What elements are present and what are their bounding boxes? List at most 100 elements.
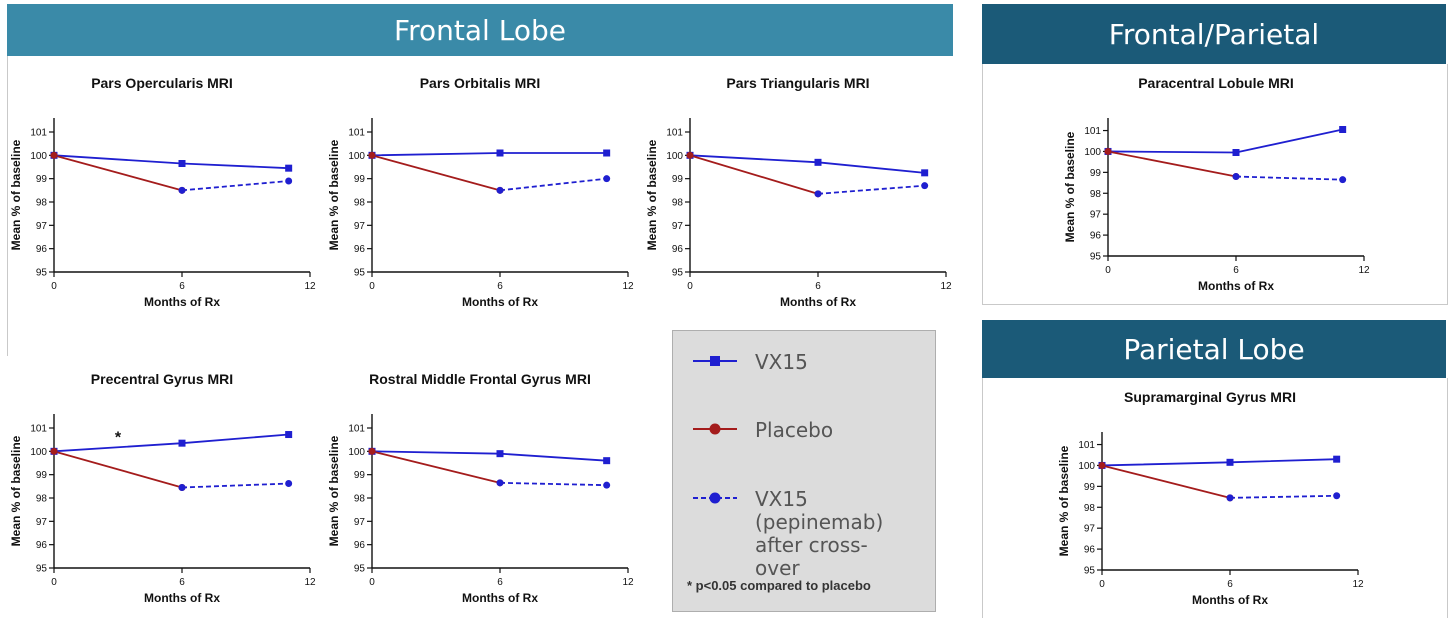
chart-3-ylabel: Mean % of baseline bbox=[9, 435, 23, 546]
chart-1-series-crossover-line bbox=[499, 177, 607, 192]
chart-6-series-vx15-point-2 bbox=[1333, 455, 1341, 463]
chart-1-series-vx15-point-2 bbox=[603, 149, 611, 157]
chart-0-ytick-label-96: 96 bbox=[36, 244, 48, 255]
chart-4-xlabel: Months of Rx bbox=[462, 591, 538, 605]
chart-6-ytick-label-98: 98 bbox=[1084, 503, 1096, 514]
chart-1-series-vx15-point-1 bbox=[496, 149, 504, 157]
chart-3-series-placebo-line bbox=[53, 450, 183, 489]
chart-0-series-crossover-point-1 bbox=[285, 177, 293, 185]
chart-1-series-placebo-line bbox=[371, 154, 501, 192]
chart-5-series-crossover-line bbox=[1235, 175, 1343, 181]
chart-supramarginal-gyrus: Supramarginal Gyrus MRI 95 96 97 98 99 100 101 0… bbox=[1057, 389, 1364, 607]
chart-0-series-vx15-point-1 bbox=[178, 160, 186, 167]
chart-4-series-placebo-line bbox=[371, 450, 501, 484]
chart-0-ytick-label-101: 101 bbox=[30, 128, 47, 139]
chart-2-ytick-label-97: 97 bbox=[672, 221, 684, 232]
chart-2-series-crossover-point-0 bbox=[814, 190, 822, 198]
chart-4-series-crossover-line bbox=[499, 481, 607, 487]
chart-1-ytick-label-98: 98 bbox=[354, 198, 366, 209]
chart-2-ytick-label-98: 98 bbox=[672, 198, 684, 209]
chart-2-title: Pars Triangularis MRI bbox=[726, 75, 869, 91]
chart-3-series-vx15-point-2 bbox=[285, 431, 293, 439]
chart-3-xtick-label-12: 12 bbox=[304, 577, 316, 588]
chart-2-xlabel: Months of Rx bbox=[780, 295, 856, 309]
chart-3-series-vx15-line bbox=[53, 433, 289, 453]
chart-6-series-crossover-line bbox=[1229, 494, 1337, 499]
chart-1-xlabel: Months of Rx bbox=[462, 295, 538, 309]
chart-3-series-placebo-point-0 bbox=[50, 447, 58, 455]
chart-3-ytick-label-97: 97 bbox=[36, 517, 48, 528]
chart-3-title: Precentral Gyrus MRI bbox=[91, 371, 233, 387]
chart-0-series-placebo-line bbox=[53, 154, 183, 192]
chart-2-series-placebo-point-0 bbox=[686, 151, 694, 159]
chart-5-series-placebo-line bbox=[1107, 150, 1237, 178]
chart-3-ytick-label-101: 101 bbox=[30, 424, 47, 435]
legend-swatch-crossover-marker bbox=[709, 492, 721, 504]
chart-1-series-crossover-point-1 bbox=[603, 175, 611, 183]
chart-2-xtick-label-12: 12 bbox=[940, 281, 952, 292]
chart-4-series-vx15-point-1 bbox=[496, 450, 504, 458]
chart-4-ytick-label-96: 96 bbox=[354, 540, 366, 551]
chart-3-xlabel: Months of Rx bbox=[144, 591, 220, 605]
chart-0-xlabel: Months of Rx bbox=[144, 295, 220, 309]
chart-3-xtick-label-0: 0 bbox=[51, 577, 57, 588]
chart-6-series-vx15-point-1 bbox=[1226, 458, 1234, 466]
chart-6-xtick-label-0: 0 bbox=[1099, 579, 1105, 590]
chart-1-ytick-label-95: 95 bbox=[354, 268, 366, 279]
legend-swatch-crossover bbox=[693, 492, 737, 504]
legend-label-crossover: VX15 (pepinemab) after cross-over bbox=[755, 487, 884, 580]
chart-2-xtick-label-6: 6 bbox=[815, 281, 821, 292]
chart-2-series-crossover-point-1 bbox=[921, 182, 929, 190]
legend-item-placebo: Placebo bbox=[691, 419, 905, 442]
chart-6-series-placebo-point-0 bbox=[1098, 461, 1106, 469]
chart-1-ytick-label-96: 96 bbox=[354, 244, 366, 255]
frontal-parietal-banner: Frontal/Parietal bbox=[982, 4, 1446, 64]
chart-5-series-placebo-point-0 bbox=[1104, 147, 1112, 155]
chart-5-xtick-label-6: 6 bbox=[1233, 265, 1239, 276]
legend-swatch-placebo-marker bbox=[709, 423, 721, 435]
chart-3-ytick-label-96: 96 bbox=[36, 540, 48, 551]
chart-5-ytick-label-96: 96 bbox=[1090, 231, 1102, 242]
chart-5-ytick-label-100: 100 bbox=[1084, 147, 1101, 158]
chart-4-series-crossover-point-1 bbox=[603, 481, 611, 489]
chart-5-ytick-label-99: 99 bbox=[1090, 168, 1102, 179]
chart-0-series-crossover-point-0 bbox=[178, 186, 186, 194]
chart-0-series-crossover-line bbox=[181, 180, 289, 192]
chart-3-ytick-label-98: 98 bbox=[36, 494, 48, 505]
chart-1-xtick-label-0: 0 bbox=[369, 281, 375, 292]
chart-0-ytick-label-95: 95 bbox=[36, 268, 48, 279]
legend-label-placebo: Placebo bbox=[755, 418, 834, 442]
chart-pars-triangularis: Pars Triangularis MRI 95 96 97 98 99 100 101 0 6 1… bbox=[645, 75, 952, 309]
frontal-lobe-panel bbox=[7, 56, 954, 356]
chart-0-title: Pars Opercularis MRI bbox=[91, 75, 233, 91]
chart-1-ytick-label-97: 97 bbox=[354, 221, 366, 232]
chart-1-ytick-label-100: 100 bbox=[348, 151, 365, 162]
chart-4-ytick-label-98: 98 bbox=[354, 494, 366, 505]
chart-4-title: Rostral Middle Frontal Gyrus MRI bbox=[369, 371, 591, 387]
chart-2-series-crossover-line bbox=[817, 184, 925, 195]
chart-4-ytick-label-100: 100 bbox=[348, 447, 365, 458]
parietal-lobe-banner: Parietal Lobe bbox=[982, 320, 1446, 378]
chart-6-ytick-label-97: 97 bbox=[1084, 524, 1096, 535]
chart-6-ytick-label-101: 101 bbox=[1078, 440, 1095, 451]
chart-rostral-middle-frontal-gyrus: Rostral Middle Frontal Gyrus MRI 95 96 97 98… bbox=[327, 371, 634, 605]
legend-swatch-placebo bbox=[693, 423, 737, 435]
chart-5-ytick-label-97: 97 bbox=[1090, 210, 1102, 221]
chart-1-xtick-label-6: 6 bbox=[497, 281, 503, 292]
chart-4-series-vx15-point-2 bbox=[603, 457, 611, 465]
chart-5-series-vx15-point-1 bbox=[1232, 149, 1240, 156]
chart-3-xtick-label-6: 6 bbox=[179, 577, 185, 588]
chart-6-ytick-label-100: 100 bbox=[1078, 461, 1095, 472]
chart-6-series-placebo-line bbox=[1101, 464, 1231, 499]
chart-3-series-crossover-point-1 bbox=[285, 480, 293, 488]
chart-6-ytick-label-99: 99 bbox=[1084, 482, 1096, 493]
chart-1-ytick-label-101: 101 bbox=[348, 128, 365, 139]
chart-5-ytick-label-101: 101 bbox=[1084, 126, 1101, 137]
significance-note: * p<0.05 compared to placebo bbox=[687, 578, 871, 593]
chart-5-xlabel: Months of Rx bbox=[1198, 279, 1274, 293]
chart-1-series-crossover-point-0 bbox=[496, 186, 504, 194]
frontal-parietal-panel bbox=[982, 64, 1448, 305]
chart-0-xtick-label-6: 6 bbox=[179, 281, 185, 292]
chart-3-series-crossover-point-0 bbox=[178, 484, 186, 491]
chart-6-series-crossover-point-1 bbox=[1333, 492, 1341, 500]
